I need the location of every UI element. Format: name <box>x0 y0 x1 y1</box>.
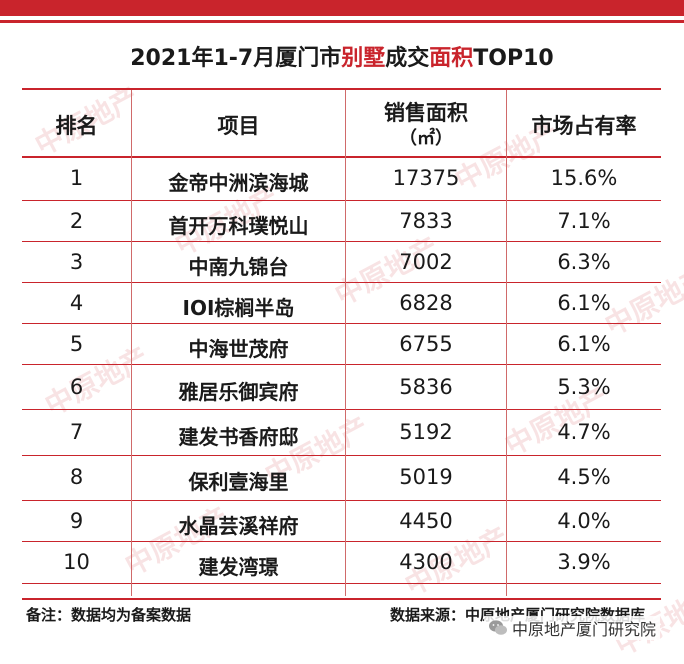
row-divider <box>22 200 661 201</box>
project-cell: 建发书香府邸 <box>178 425 299 449</box>
area-cell: 5019 <box>399 465 453 489</box>
project-cell: 保利壹海里 <box>188 470 289 494</box>
project-cell: 中南九锦台 <box>188 255 289 279</box>
area-cell: 5192 <box>399 420 453 444</box>
header-area-unit: （㎡） <box>399 128 453 149</box>
area-cell: 5836 <box>399 375 453 399</box>
rank-cell: 3 <box>69 250 84 274</box>
column-divider <box>131 90 132 596</box>
project-cell: IOI棕榈半岛 <box>182 296 295 320</box>
project-cell: 雅居乐御宾府 <box>178 380 299 404</box>
share-cell: 15.6% <box>550 166 618 190</box>
row-divider <box>22 583 661 584</box>
rank-cell: 7 <box>69 420 84 444</box>
share-cell: 4.5% <box>557 465 611 489</box>
rank-cell: 8 <box>69 465 84 489</box>
rank-cell: 10 <box>63 550 90 574</box>
footer-note: 备注：数据均为备案数据 <box>26 606 192 624</box>
project-cell: 金帝中洲滨海城 <box>168 171 309 195</box>
header-project: 项目 <box>217 114 260 138</box>
header-share: 市场占有率 <box>531 114 637 138</box>
header-area: 销售面积 <box>384 101 468 125</box>
row-divider <box>22 156 661 158</box>
share-cell: 5.3% <box>557 375 611 399</box>
share-cell: 6.1% <box>557 332 611 356</box>
row-divider <box>22 241 661 242</box>
project-cell: 建发湾璟 <box>198 555 279 579</box>
top-accent-bar <box>0 0 684 23</box>
title-part: TOP10 <box>473 46 554 71</box>
title-highlight: 面积 <box>429 46 474 71</box>
area-cell: 4300 <box>399 550 453 574</box>
share-cell: 4.0% <box>557 509 611 533</box>
rank-cell: 4 <box>69 291 84 315</box>
area-cell: 4450 <box>399 509 453 533</box>
area-cell: 6755 <box>399 332 453 356</box>
area-cell: 17375 <box>392 166 460 190</box>
row-divider <box>22 323 661 324</box>
rank-cell: 1 <box>69 166 84 190</box>
row-divider <box>22 282 661 283</box>
project-cell: 中海世茂府 <box>188 337 289 361</box>
row-divider <box>22 455 661 456</box>
area-cell: 7833 <box>399 209 453 233</box>
share-cell: 6.3% <box>557 250 611 274</box>
rank-cell: 6 <box>69 375 84 399</box>
row-divider <box>22 409 661 410</box>
row-divider <box>22 364 661 365</box>
project-cell: 首开万科璞悦山 <box>168 214 309 238</box>
column-divider <box>506 90 507 596</box>
title-part: 2021年1-7月厦门市 <box>130 46 342 71</box>
rank-cell: 5 <box>69 332 84 356</box>
wechat-account-tag: 中原地产厦门研究院 <box>484 616 661 640</box>
title-highlight: 别墅 <box>341 46 386 71</box>
rank-cell: 2 <box>69 209 84 233</box>
rank-cell: 9 <box>69 509 84 533</box>
row-divider <box>22 500 661 501</box>
area-cell: 7002 <box>399 250 453 274</box>
ranking-table <box>22 88 661 600</box>
share-cell: 4.7% <box>557 420 611 444</box>
share-cell: 3.9% <box>557 550 611 574</box>
wechat-account-name: 中原地产厦门研究院 <box>512 620 657 639</box>
wechat-icon <box>489 620 507 635</box>
project-cell: 水晶芸溪祥府 <box>178 514 299 538</box>
header-rank: 排名 <box>55 114 98 138</box>
share-cell: 7.1% <box>557 209 611 233</box>
column-divider <box>345 90 346 596</box>
area-cell: 6828 <box>399 291 453 315</box>
title-part: 成交 <box>385 46 430 71</box>
share-cell: 6.1% <box>557 291 611 315</box>
page-title: 2021年1-7月厦门市别墅成交面积TOP10 <box>0 44 684 74</box>
row-divider <box>22 541 661 542</box>
